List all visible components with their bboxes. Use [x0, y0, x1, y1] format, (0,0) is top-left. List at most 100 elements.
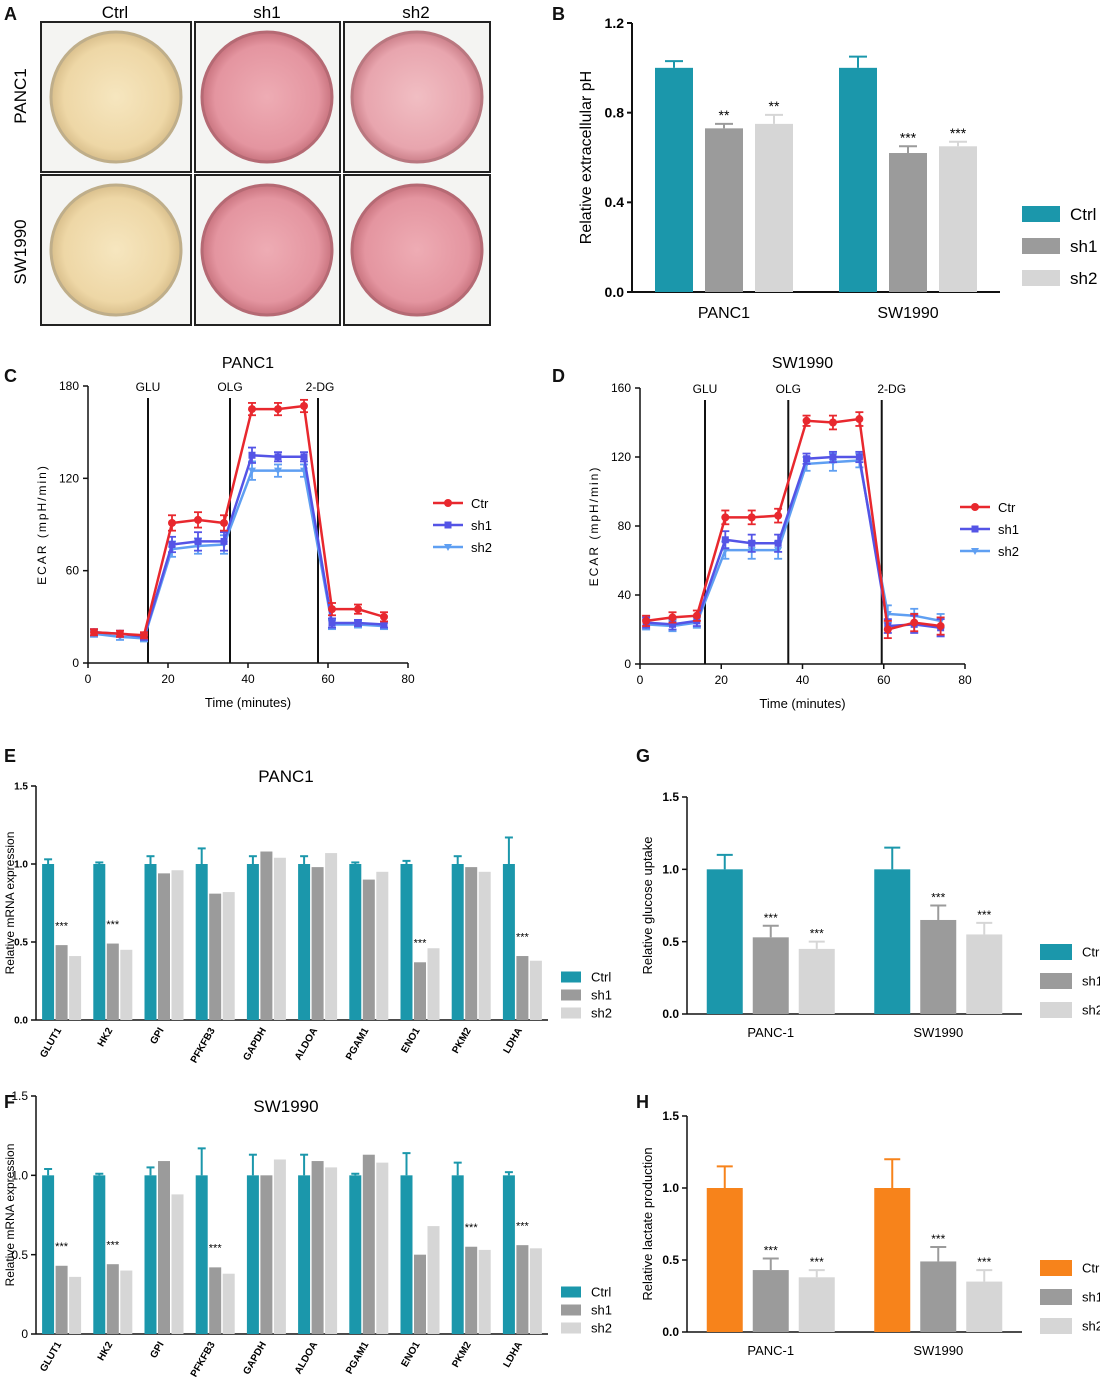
bar-sh2	[120, 949, 133, 1020]
bar-sh1	[752, 937, 789, 1014]
y-tick-label: 0.0	[14, 1016, 28, 1027]
bar-sh1	[920, 919, 957, 1014]
data-point	[220, 537, 228, 545]
bar-ctrl	[874, 869, 911, 1014]
data-point	[669, 620, 676, 628]
y-tick-label: 0	[72, 656, 79, 670]
y-axis-label: Relative lactate production	[640, 1147, 655, 1300]
category-label: PKM2	[450, 1026, 474, 1056]
bar-ctrl	[349, 864, 362, 1020]
series-line-sh2	[646, 459, 941, 628]
bar-ctrl	[195, 1175, 208, 1334]
bar-sh1	[209, 893, 222, 1020]
y-tick-label: 0.8	[605, 105, 625, 121]
bar-sh1	[55, 1265, 68, 1334]
bar-ctrl	[93, 1175, 106, 1334]
bar-sh2	[325, 1167, 338, 1334]
data-point	[140, 631, 148, 640]
bar-sh1	[889, 153, 927, 292]
data-point	[328, 619, 336, 627]
category-label: SW1990	[913, 1025, 963, 1040]
y-tick-label: 0.0	[662, 1007, 679, 1021]
legend-swatch	[1040, 973, 1072, 989]
y-axis-label: ECAR (mpH/min)	[35, 464, 49, 585]
significance-label: ***	[931, 891, 945, 905]
bar-sh2	[478, 871, 491, 1020]
bar-sh2	[427, 948, 440, 1020]
legend-label: Ctr	[998, 500, 1016, 515]
x-tick-label: 80	[958, 673, 972, 687]
y-tick-label: 0	[624, 657, 631, 671]
bar-sh2	[120, 1270, 133, 1334]
category-label: SW1990	[877, 305, 938, 322]
bar-sh2	[529, 960, 542, 1020]
y-axis-label: Relative glucose uptake	[640, 836, 655, 974]
legend-label: sh1	[591, 988, 612, 1003]
legend-label: sh2	[591, 1321, 612, 1336]
data-point	[328, 605, 336, 614]
category-label: PGAM1	[344, 1026, 372, 1063]
legend-marker	[444, 544, 452, 551]
data-point	[248, 451, 256, 459]
bar-sh2	[69, 956, 82, 1020]
dish-row-label: SW1990	[11, 219, 30, 284]
series-line-sh1	[646, 455, 941, 630]
bar-sh1	[260, 851, 273, 1020]
legend-swatch	[1040, 944, 1072, 960]
bar-ctrl	[655, 67, 693, 292]
category-label: GAPDH	[241, 1340, 269, 1377]
bar-ctrl	[195, 864, 208, 1020]
bar-sh2	[798, 1277, 835, 1332]
category-label: GAPDH	[241, 1026, 269, 1063]
data-point	[668, 613, 677, 622]
y-axis-label: Relative mRNA expression	[3, 832, 17, 975]
category-label: LDHA	[502, 1340, 525, 1370]
category-label: ENO1	[399, 1026, 422, 1055]
category-label: PFKFB3	[189, 1026, 218, 1066]
y-tick-label: 0	[21, 1327, 28, 1341]
category-label: SW1990	[913, 1343, 963, 1358]
significance-label: ***	[516, 1220, 530, 1232]
legend-label: Ctrl	[1070, 205, 1096, 224]
bar-sh2	[171, 1194, 184, 1334]
x-tick-label: 20	[715, 673, 729, 687]
bar-ctrl	[246, 1175, 259, 1334]
significance-label: ***	[764, 911, 778, 925]
legend-swatch	[561, 971, 581, 983]
y-axis-label: Relative extracellular pH	[578, 71, 595, 244]
bar-ctrl	[42, 1175, 55, 1334]
data-point	[274, 467, 282, 475]
bar-sh2	[478, 1249, 491, 1334]
data-point	[692, 611, 701, 620]
bar-ctrl	[400, 1175, 413, 1334]
y-axis-label: ECAR (mpH/min)	[587, 466, 601, 587]
data-point	[274, 405, 282, 414]
dish-column-label: sh2	[402, 3, 429, 22]
bar-ctrl	[502, 1175, 515, 1334]
dish-row-label: PANC1	[11, 68, 30, 123]
y-tick-label: 0.5	[14, 938, 28, 949]
y-tick-label: 60	[66, 564, 80, 578]
bar-ctrl	[874, 1188, 911, 1332]
bar-ctrl	[451, 864, 464, 1020]
data-point	[774, 539, 782, 547]
bar-sh2	[273, 1159, 286, 1334]
category-label: ALDOA	[293, 1340, 320, 1376]
legend-label: sh1	[1070, 237, 1097, 256]
bar-ctrl	[349, 1175, 362, 1334]
bar-sh2	[755, 123, 793, 292]
data-point	[855, 415, 864, 424]
bar-sh1	[516, 956, 529, 1020]
bar-ctrl	[451, 1175, 464, 1334]
category-label: LDHA	[502, 1026, 525, 1056]
bar-sh2	[69, 1276, 82, 1334]
category-label: ALDOA	[293, 1026, 320, 1062]
data-point	[168, 518, 176, 527]
bar-sh1	[311, 867, 324, 1020]
legend-label: sh1	[1082, 974, 1100, 989]
data-point	[354, 605, 362, 614]
x-tick-label: 20	[161, 672, 175, 686]
bar-sh2	[966, 1281, 1003, 1332]
culture-dish-yellow	[49, 30, 183, 164]
